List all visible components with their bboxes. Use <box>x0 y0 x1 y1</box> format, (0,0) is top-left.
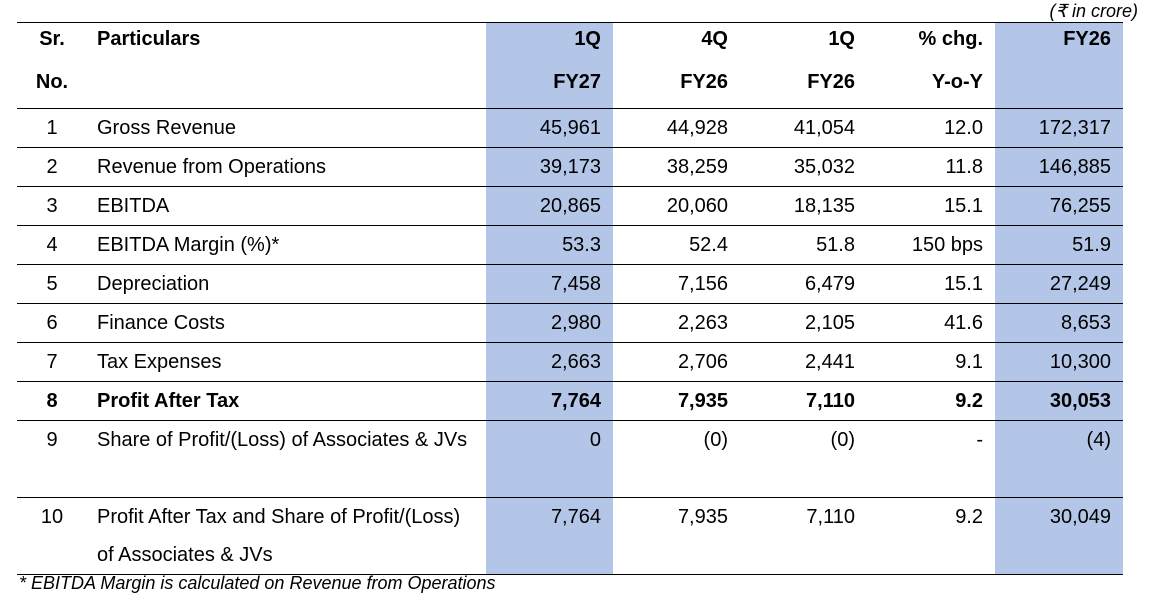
cell-fy26: 8,653 <box>995 303 1123 343</box>
cell-q1-fy26: 51.8 <box>740 225 867 265</box>
cell-q4-fy26: 20,060 <box>613 186 740 226</box>
row-particular: Revenue from Operations <box>87 147 486 187</box>
row-sr: 6 <box>17 303 87 343</box>
cell-fy26: 146,885 <box>995 147 1123 187</box>
footnote: * EBITDA Margin is calculated on Revenue… <box>19 573 496 593</box>
cell-q4-fy26: 38,259 <box>613 147 740 187</box>
header-row-2: No. FY27 FY26 FY26 Y-o-Y <box>17 65 1123 109</box>
row-sr: 3 <box>17 186 87 226</box>
table-row: 10 Profit After Tax and Share of Profit/… <box>17 497 1123 575</box>
cell-q4-fy26: 2,263 <box>613 303 740 343</box>
unit-note: (₹ in crore) <box>1049 1 1138 21</box>
cell-q4-fy26: (0) <box>613 420 740 498</box>
row-sr: 8 <box>17 381 87 421</box>
cell-fy26: 27,249 <box>995 264 1123 304</box>
row-particular: Depreciation <box>87 264 486 304</box>
cell-chg: 9.2 <box>867 381 995 421</box>
table-row: 2 Revenue from Operations 39,173 38,259 … <box>17 147 1123 187</box>
header-q1-fy27: 1Q <box>486 22 613 65</box>
row-sr: 10 <box>17 497 87 575</box>
cell-q1-fy26: (0) <box>740 420 867 498</box>
cell-q1-fy26: 41,054 <box>740 108 867 148</box>
row-particular: Finance Costs <box>87 303 486 343</box>
cell-fy26: 30,049 <box>995 497 1123 575</box>
table-row: 4 EBITDA Margin (%)* 53.3 52.4 51.8 150 … <box>17 225 1123 265</box>
header-sr: Sr. <box>17 22 87 65</box>
cell-q4-fy26: 7,156 <box>613 264 740 304</box>
header-particulars-blank <box>87 65 486 109</box>
cell-chg: 12.0 <box>867 108 995 148</box>
cell-fy26: 10,300 <box>995 342 1123 382</box>
header-q4-fy26-period: FY26 <box>613 65 740 109</box>
header-q4-fy26: 4Q <box>613 22 740 65</box>
row-particular: EBITDA Margin (%)* <box>87 225 486 265</box>
cell-chg: 150 bps <box>867 225 995 265</box>
cell-q1-fy26: 35,032 <box>740 147 867 187</box>
cell-q1-fy27: 53.3 <box>486 225 613 265</box>
header-q1-fy26-period: FY26 <box>740 65 867 109</box>
cell-q4-fy26: 7,935 <box>613 381 740 421</box>
row-sr: 7 <box>17 342 87 382</box>
table-row: 5 Depreciation 7,458 7,156 6,479 15.1 27… <box>17 264 1123 304</box>
table-row: 8 Profit After Tax 7,764 7,935 7,110 9.2… <box>17 381 1123 421</box>
header-row-1: Sr. Particulars 1Q 4Q 1Q % chg. FY26 <box>17 22 1123 65</box>
cell-q1-fy26: 6,479 <box>740 264 867 304</box>
cell-q1-fy27: 7,458 <box>486 264 613 304</box>
table-row: 7 Tax Expenses 2,663 2,706 2,441 9.1 10,… <box>17 342 1123 382</box>
header-fy26: FY26 <box>995 22 1123 65</box>
row-particular: Profit After Tax and Share of Profit/(Lo… <box>87 497 486 575</box>
cell-chg: 9.1 <box>867 342 995 382</box>
cell-chg: 15.1 <box>867 264 995 304</box>
cell-q1-fy27: 20,865 <box>486 186 613 226</box>
cell-q1-fy26: 7,110 <box>740 497 867 575</box>
row-particular: Tax Expenses <box>87 342 486 382</box>
row-sr: 9 <box>17 420 87 498</box>
table-row: 1 Gross Revenue 45,961 44,928 41,054 12.… <box>17 108 1123 148</box>
cell-q4-fy26: 7,935 <box>613 497 740 575</box>
header-fy26-blank <box>995 65 1123 109</box>
header-chg: % chg. <box>867 22 995 65</box>
cell-q4-fy26: 44,928 <box>613 108 740 148</box>
row-sr: 5 <box>17 264 87 304</box>
row-particular: EBITDA <box>87 186 486 226</box>
row-particular: Profit After Tax <box>87 381 486 421</box>
cell-q1-fy27: 7,764 <box>486 497 613 575</box>
header-q1-fy27-period: FY27 <box>486 65 613 109</box>
row-sr: 4 <box>17 225 87 265</box>
financial-results-table: Sr. Particulars 1Q 4Q 1Q % chg. FY26 No.… <box>17 22 1123 575</box>
cell-chg: - <box>867 420 995 498</box>
cell-q1-fy27: 2,663 <box>486 342 613 382</box>
table-row: 6 Finance Costs 2,980 2,263 2,105 41.6 8… <box>17 303 1123 343</box>
cell-q1-fy26: 18,135 <box>740 186 867 226</box>
cell-q1-fy27: 45,961 <box>486 108 613 148</box>
cell-fy26: (4) <box>995 420 1123 498</box>
cell-q1-fy27: 39,173 <box>486 147 613 187</box>
cell-chg: 15.1 <box>867 186 995 226</box>
cell-q4-fy26: 2,706 <box>613 342 740 382</box>
cell-q4-fy26: 52.4 <box>613 225 740 265</box>
header-particulars: Particulars <box>87 22 486 65</box>
header-q1-fy26: 1Q <box>740 22 867 65</box>
cell-chg: 9.2 <box>867 497 995 575</box>
cell-fy26: 172,317 <box>995 108 1123 148</box>
header-no: No. <box>17 65 87 109</box>
header-chg-yoy: Y-o-Y <box>867 65 995 109</box>
cell-chg: 11.8 <box>867 147 995 187</box>
cell-q1-fy26: 7,110 <box>740 381 867 421</box>
cell-q1-fy27: 2,980 <box>486 303 613 343</box>
cell-chg: 41.6 <box>867 303 995 343</box>
cell-q1-fy27: 0 <box>486 420 613 498</box>
row-sr: 1 <box>17 108 87 148</box>
row-sr: 2 <box>17 147 87 187</box>
cell-fy26: 30,053 <box>995 381 1123 421</box>
cell-q1-fy26: 2,441 <box>740 342 867 382</box>
cell-q1-fy26: 2,105 <box>740 303 867 343</box>
table-row: 3 EBITDA 20,865 20,060 18,135 15.1 76,25… <box>17 186 1123 226</box>
table-row: 9 Share of Profit/(Loss) of Associates &… <box>17 420 1123 498</box>
cell-fy26: 76,255 <box>995 186 1123 226</box>
row-particular: Share of Profit/(Loss) of Associates & J… <box>87 420 486 498</box>
row-particular: Gross Revenue <box>87 108 486 148</box>
cell-q1-fy27: 7,764 <box>486 381 613 421</box>
cell-fy26: 51.9 <box>995 225 1123 265</box>
